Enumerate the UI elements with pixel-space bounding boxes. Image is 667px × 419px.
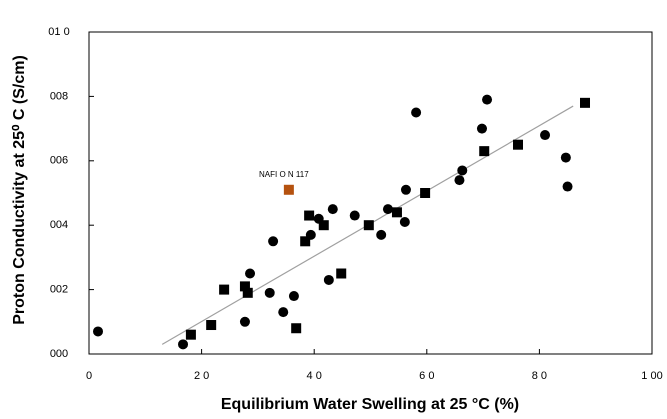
plot-frame bbox=[88, 31, 653, 355]
point bbox=[264, 287, 275, 298]
point bbox=[323, 274, 334, 285]
point bbox=[457, 165, 468, 176]
point bbox=[411, 107, 422, 118]
y-tick-label: 002 bbox=[50, 284, 68, 296]
point bbox=[336, 268, 347, 279]
point bbox=[580, 97, 591, 108]
x-tick-label: 4 0 bbox=[307, 370, 322, 382]
annotation: NAFI O N 117 bbox=[259, 170, 309, 179]
point bbox=[245, 268, 256, 279]
y-tick-label: 008 bbox=[50, 90, 68, 102]
point bbox=[420, 188, 431, 198]
point bbox=[391, 207, 402, 218]
point bbox=[363, 220, 374, 231]
point bbox=[283, 184, 294, 195]
point bbox=[242, 287, 253, 298]
point bbox=[400, 184, 411, 195]
point bbox=[476, 123, 487, 134]
point bbox=[560, 152, 571, 163]
point bbox=[513, 139, 524, 150]
point bbox=[454, 175, 465, 186]
point bbox=[268, 236, 279, 247]
x-tick-label: 2 0 bbox=[194, 370, 209, 382]
point bbox=[300, 236, 311, 247]
point bbox=[239, 281, 250, 292]
point bbox=[178, 339, 189, 350]
point bbox=[482, 94, 493, 105]
point bbox=[327, 204, 338, 215]
point bbox=[479, 146, 490, 157]
point bbox=[278, 307, 289, 318]
point bbox=[562, 181, 573, 192]
point bbox=[206, 320, 217, 331]
x-tick-label: 1 00 bbox=[641, 370, 662, 382]
x-axis-title: Equilibrium Water Swelling at 25 °C (%) bbox=[221, 396, 519, 413]
point bbox=[288, 291, 299, 302]
point bbox=[318, 220, 329, 231]
point bbox=[239, 316, 250, 327]
y-tick-label: 006 bbox=[50, 155, 68, 167]
point bbox=[376, 229, 387, 240]
y-tick-label: 004 bbox=[50, 219, 68, 231]
x-tick-label: 0 bbox=[86, 370, 92, 382]
y-axis-title: Proton Conductivity at 25⁰ C (S/cm) bbox=[11, 55, 28, 325]
point bbox=[349, 210, 360, 221]
point bbox=[291, 323, 302, 334]
point bbox=[219, 284, 230, 295]
point bbox=[304, 210, 315, 221]
x-tick-label: 8 0 bbox=[532, 370, 547, 382]
point bbox=[399, 216, 410, 227]
y-tick-label: 01 0 bbox=[48, 26, 69, 38]
y-tick-label: 000 bbox=[50, 348, 68, 360]
point bbox=[93, 326, 104, 337]
point bbox=[382, 204, 393, 215]
point bbox=[540, 130, 551, 141]
x-tick-label: 6 0 bbox=[419, 370, 434, 382]
point bbox=[185, 329, 196, 340]
